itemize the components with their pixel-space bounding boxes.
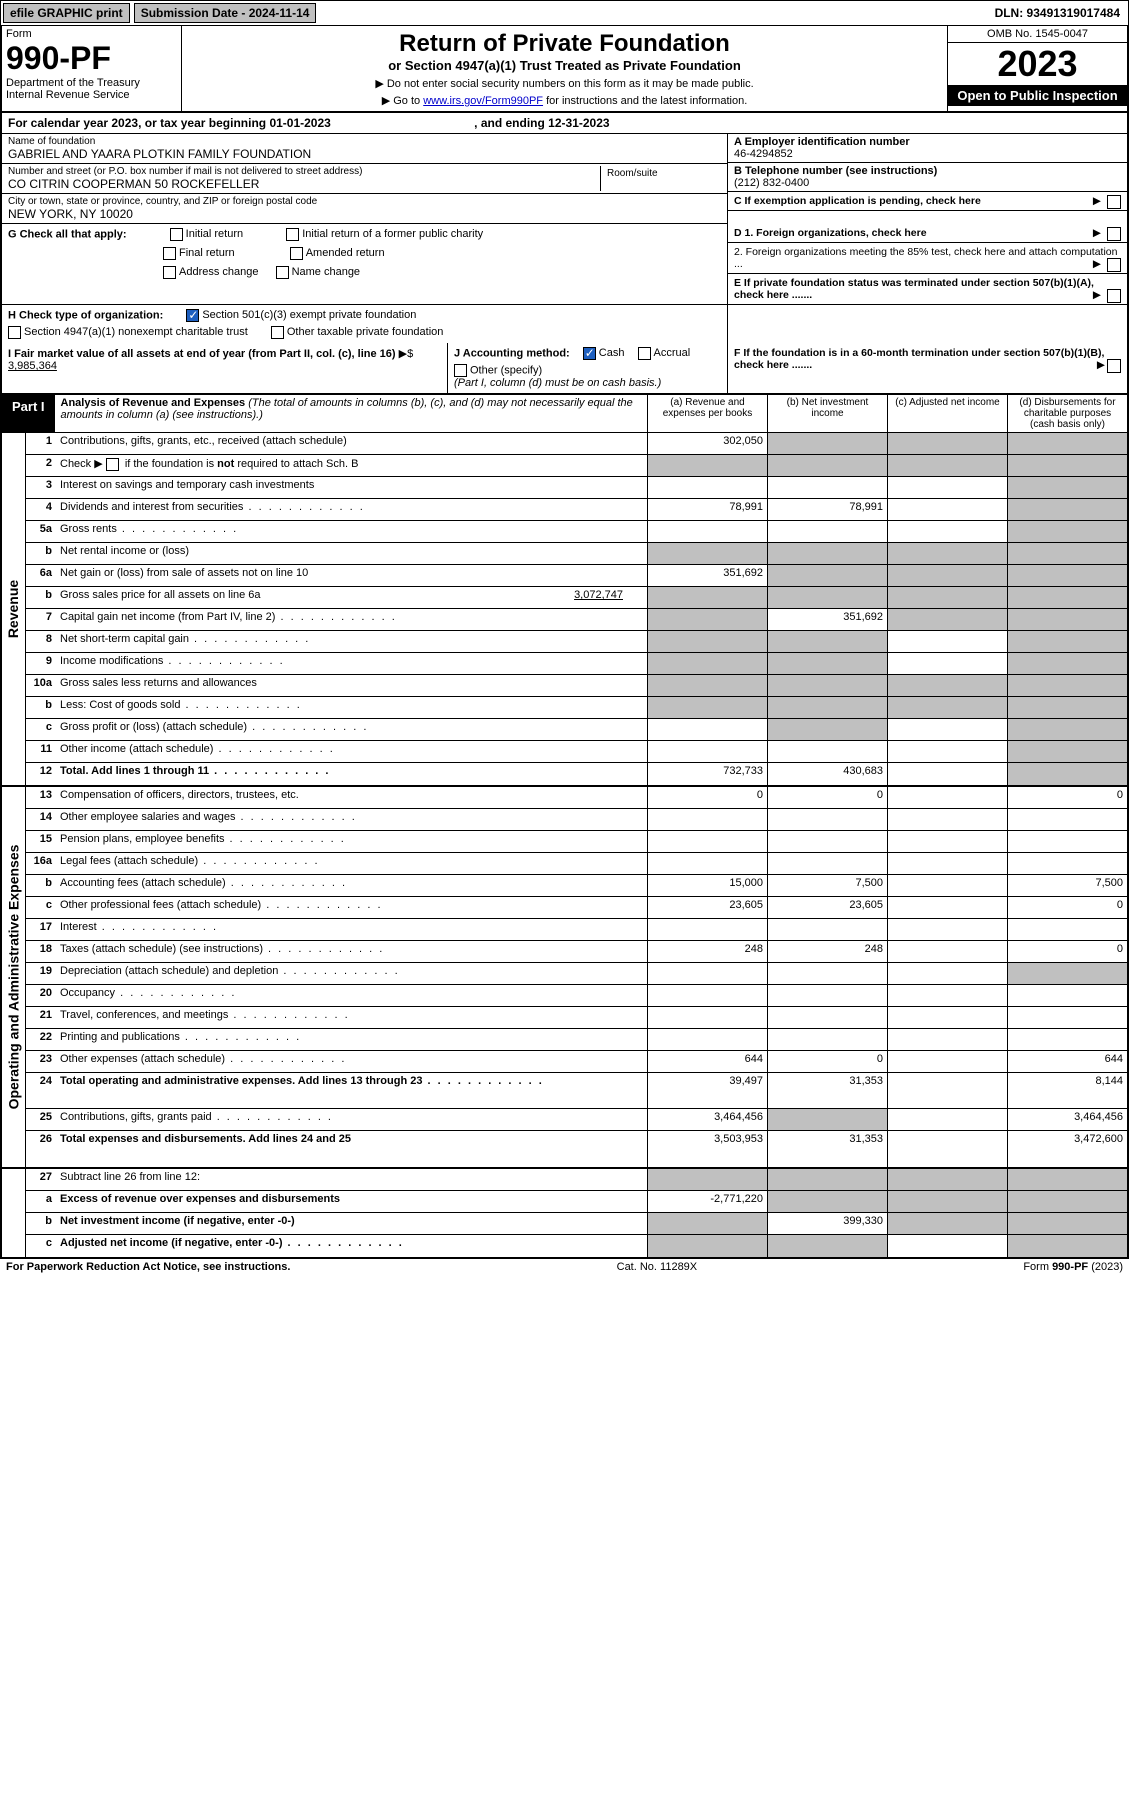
addr-label: Number and street (or P.O. box number if… <box>8 166 600 177</box>
part1-header: Part I Analysis of Revenue and Expenses … <box>0 395 1129 433</box>
cb-addrchange[interactable] <box>163 266 176 279</box>
cb-namechange[interactable] <box>276 266 289 279</box>
cb-amended[interactable] <box>290 247 303 260</box>
i-label: I Fair market value of all assets at end… <box>8 348 396 360</box>
efile-label[interactable]: efile GRAPHIC print <box>3 3 130 23</box>
r12-a: 732,733 <box>647 763 767 785</box>
g-label: G Check all that apply: <box>8 228 127 240</box>
d2-row: 2. Foreign organizations meeting the 85%… <box>728 243 1127 274</box>
cb-4947[interactable] <box>8 326 21 339</box>
revenue-sidelabel: Revenue <box>2 433 26 785</box>
ein-value: 46-4294852 <box>734 148 1121 160</box>
entity-info: Name of foundation GABRIEL AND YAARA PLO… <box>0 134 1129 224</box>
irs-link[interactable]: www.irs.gov/Form990PF <box>423 95 543 107</box>
e-row: E If private foundation status was termi… <box>728 274 1127 305</box>
r4-b: 78,991 <box>767 499 887 520</box>
phone-value: (212) 832-0400 <box>734 177 1121 189</box>
i-value: 3,985,364 <box>8 360 57 372</box>
cb-accrual[interactable] <box>638 347 651 360</box>
col-a: (a) Revenue and expenses per books <box>647 395 767 432</box>
foundation-name: GABRIEL AND YAARA PLOTKIN FAMILY FOUNDAT… <box>8 147 721 161</box>
d2-checkbox[interactable] <box>1107 258 1121 272</box>
top-bar: efile GRAPHIC print Submission Date - 20… <box>0 0 1129 26</box>
cb-cash[interactable] <box>583 347 596 360</box>
footer-right: Form 990-PF (2023) <box>1023 1261 1123 1273</box>
r27a-a: -2,771,220 <box>647 1191 767 1212</box>
d1-row: D 1. Foreign organizations, check here ▶ <box>728 224 1127 243</box>
c-exemption-row: C If exemption application is pending, c… <box>728 192 1127 211</box>
r4-a: 78,991 <box>647 499 767 520</box>
j-note: (Part I, column (d) must be on cash basi… <box>454 377 721 389</box>
cb-schb[interactable] <box>106 458 119 471</box>
part1-title: Analysis of Revenue and Expenses <box>61 397 246 409</box>
submission-date: Submission Date - 2024-11-14 <box>134 3 317 23</box>
e-checkbox[interactable] <box>1107 289 1121 303</box>
checks-block: G Check all that apply: Initial return I… <box>0 224 1129 305</box>
h-label: H Check type of organization: <box>8 309 163 321</box>
open-public: Open to Public Inspection <box>948 85 1127 106</box>
street-address: CO CITRIN COOPERMAN 50 ROCKEFELLER <box>8 177 600 191</box>
ein-label: A Employer identification number <box>734 136 1121 148</box>
f-checkbox[interactable] <box>1107 359 1121 373</box>
cb-initial[interactable] <box>170 228 183 241</box>
part1-label: Part I <box>2 395 55 432</box>
footer-catno: Cat. No. 11289X <box>290 1261 1023 1273</box>
j-label: J Accounting method: <box>454 347 570 359</box>
r12-b: 430,683 <box>767 763 887 785</box>
expenses-sidelabel: Operating and Administrative Expenses <box>2 787 26 1167</box>
cb-final[interactable] <box>163 247 176 260</box>
h-block: H Check type of organization: Section 50… <box>0 305 1129 343</box>
cb-other-method[interactable] <box>454 364 467 377</box>
r6b-inline: 3,072,747 <box>574 589 623 601</box>
cb-501c3[interactable] <box>186 309 199 322</box>
room-label: Room/suite <box>607 168 715 179</box>
phone-label: B Telephone number (see instructions) <box>734 165 1121 177</box>
note-link: ▶ Go to www.irs.gov/Form990PF for instru… <box>186 94 943 107</box>
revenue-table: Revenue 1Contributions, gifts, grants, e… <box>0 433 1129 787</box>
city-state-zip: NEW YORK, NY 10020 <box>8 207 721 221</box>
cb-other-tax[interactable] <box>271 326 284 339</box>
calendar-year-row: For calendar year 2023, or tax year begi… <box>0 113 1129 134</box>
city-label: City or town, state or province, country… <box>8 196 721 207</box>
irs-label: Internal Revenue Service <box>6 89 177 101</box>
r7-b: 351,692 <box>767 609 887 630</box>
expenses-table: Operating and Administrative Expenses 13… <box>0 787 1129 1169</box>
form-header: Form 990-PF Department of the Treasury I… <box>0 26 1129 113</box>
dln: DLN: 93491319017484 <box>989 4 1126 22</box>
col-b: (b) Net investment income <box>767 395 887 432</box>
note-ssn: ▶ Do not enter social security numbers o… <box>186 77 943 90</box>
form-label: Form <box>6 28 177 40</box>
d1-checkbox[interactable] <box>1107 227 1121 241</box>
r6a-a: 351,692 <box>647 565 767 586</box>
form-title: Return of Private Foundation <box>186 30 943 58</box>
ijf-row: I Fair market value of all assets at end… <box>0 343 1129 395</box>
omb-number: OMB No. 1545-0047 <box>948 26 1127 43</box>
form-number: 990-PF <box>6 40 177 77</box>
form-subtitle: or Section 4947(a)(1) Trust Treated as P… <box>186 58 943 73</box>
summary-table: 27Subtract line 26 from line 12: aExcess… <box>0 1169 1129 1259</box>
r1-a: 302,050 <box>647 433 767 454</box>
col-d: (d) Disbursements for charitable purpose… <box>1007 395 1127 432</box>
r27b-b: 399,330 <box>767 1213 887 1234</box>
cb-initial-former[interactable] <box>286 228 299 241</box>
c-checkbox[interactable] <box>1107 195 1121 209</box>
tax-year: 2023 <box>948 43 1127 85</box>
footer-left: For Paperwork Reduction Act Notice, see … <box>6 1261 290 1273</box>
dept-label: Department of the Treasury <box>6 77 177 89</box>
col-c: (c) Adjusted net income <box>887 395 1007 432</box>
page-footer: For Paperwork Reduction Act Notice, see … <box>0 1259 1129 1275</box>
name-label: Name of foundation <box>8 136 721 147</box>
